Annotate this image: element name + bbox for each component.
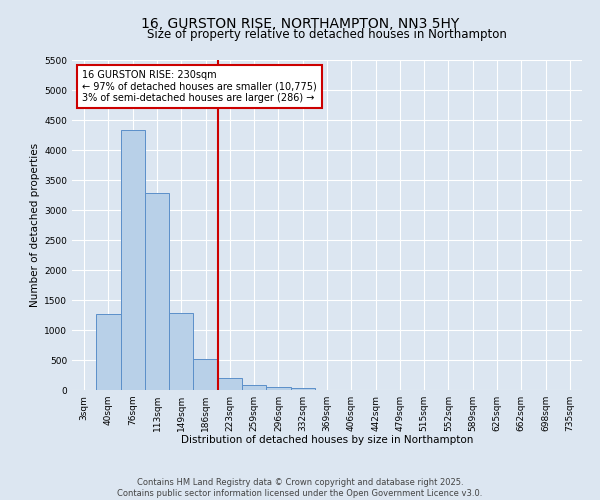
X-axis label: Distribution of detached houses by size in Northampton: Distribution of detached houses by size …	[181, 436, 473, 446]
Bar	[242, 384, 266, 390]
Title: Size of property relative to detached houses in Northampton: Size of property relative to detached ho…	[147, 28, 507, 41]
Y-axis label: Number of detached properties: Number of detached properties	[30, 143, 40, 307]
Bar	[218, 378, 242, 390]
Bar	[290, 388, 315, 390]
Bar	[96, 314, 121, 390]
Bar	[169, 313, 193, 390]
Text: 16 GURSTON RISE: 230sqm
← 97% of detached houses are smaller (10,775)
3% of semi: 16 GURSTON RISE: 230sqm ← 97% of detache…	[82, 70, 317, 103]
Bar	[145, 192, 169, 390]
Bar	[193, 360, 218, 390]
Bar	[121, 130, 145, 390]
Bar	[266, 387, 290, 390]
Text: 16, GURSTON RISE, NORTHAMPTON, NN3 5HY: 16, GURSTON RISE, NORTHAMPTON, NN3 5HY	[141, 18, 459, 32]
Text: Contains HM Land Registry data © Crown copyright and database right 2025.
Contai: Contains HM Land Registry data © Crown c…	[118, 478, 482, 498]
